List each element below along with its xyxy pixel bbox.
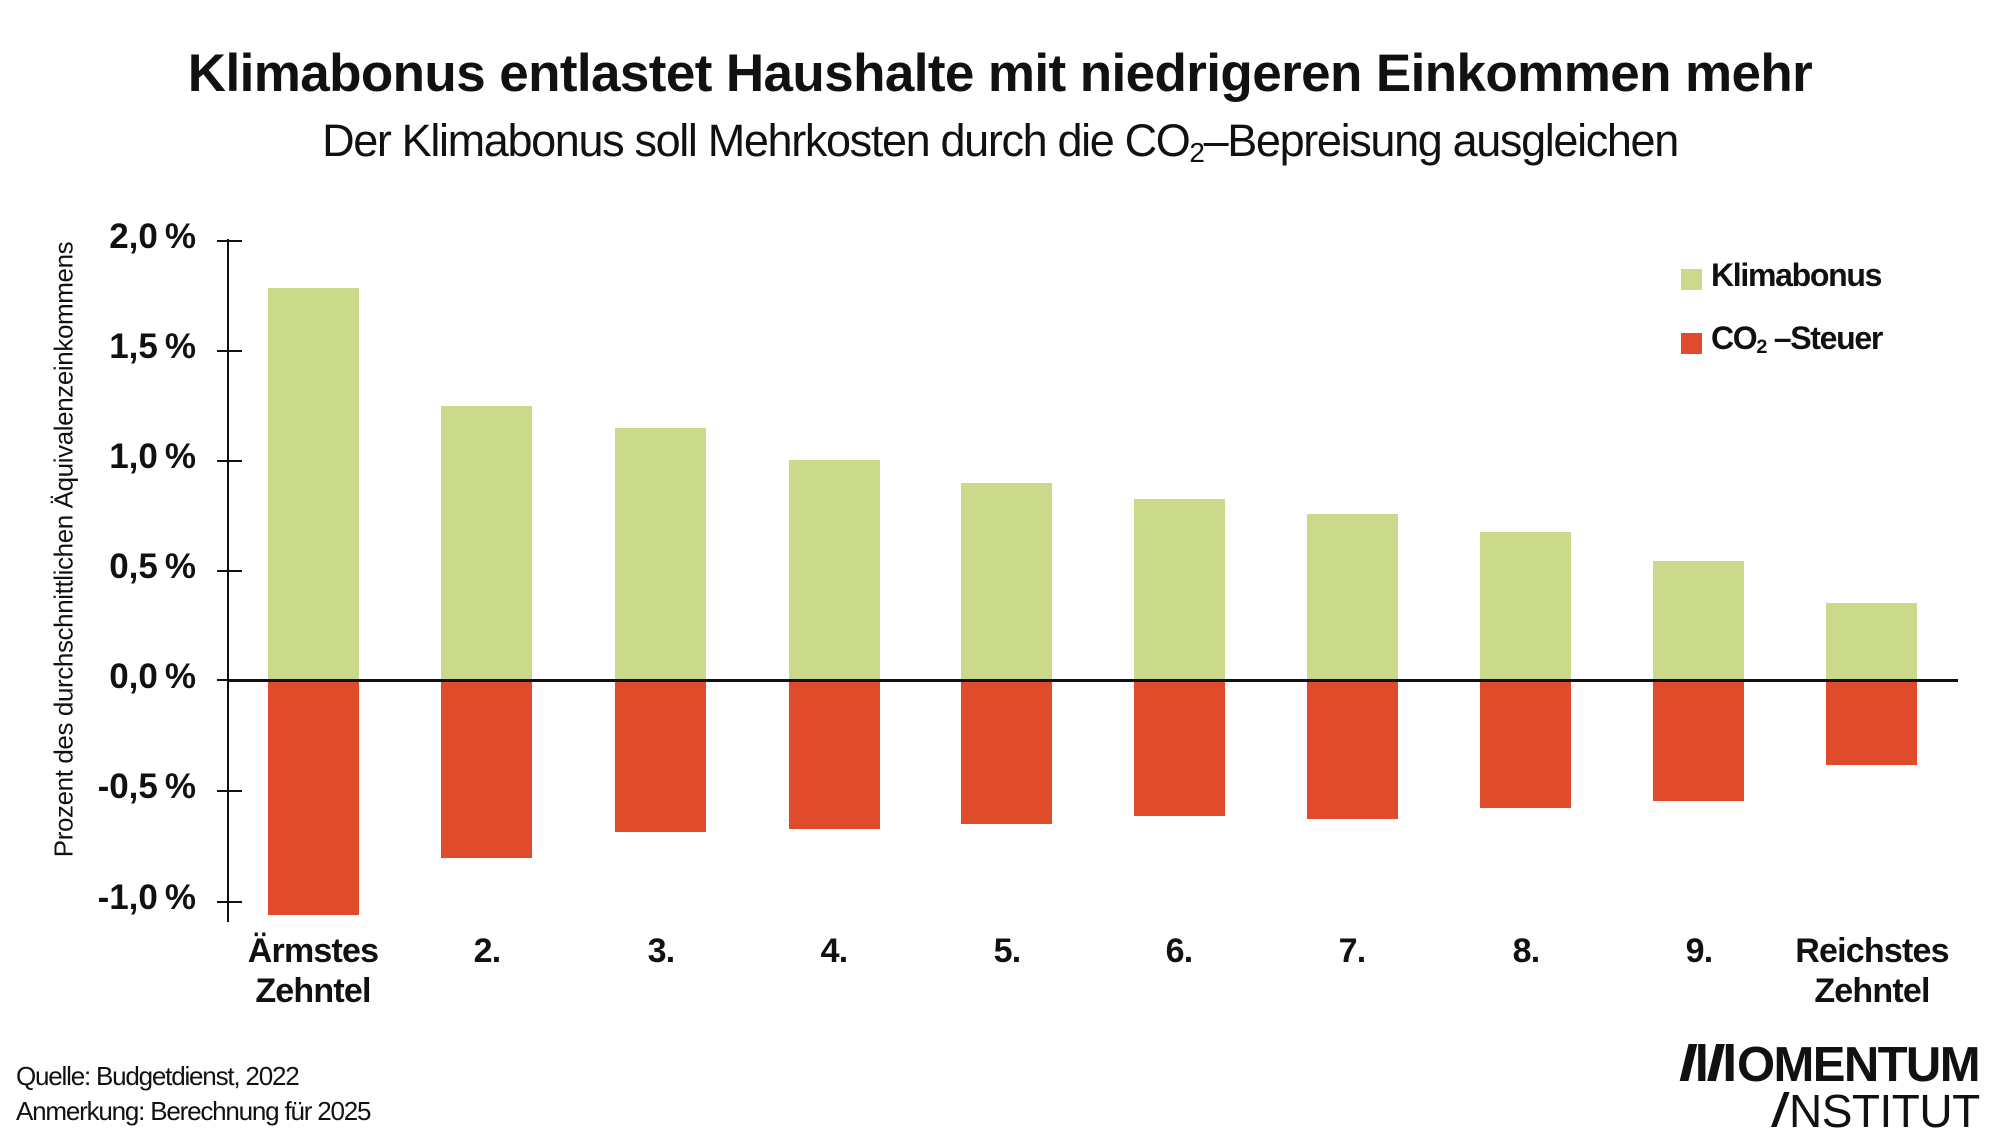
svg-text:OMENTUM: OMENTUM [1737,1038,1979,1092]
svg-text:NSTITUT: NSTITUT [1789,1085,1980,1135]
